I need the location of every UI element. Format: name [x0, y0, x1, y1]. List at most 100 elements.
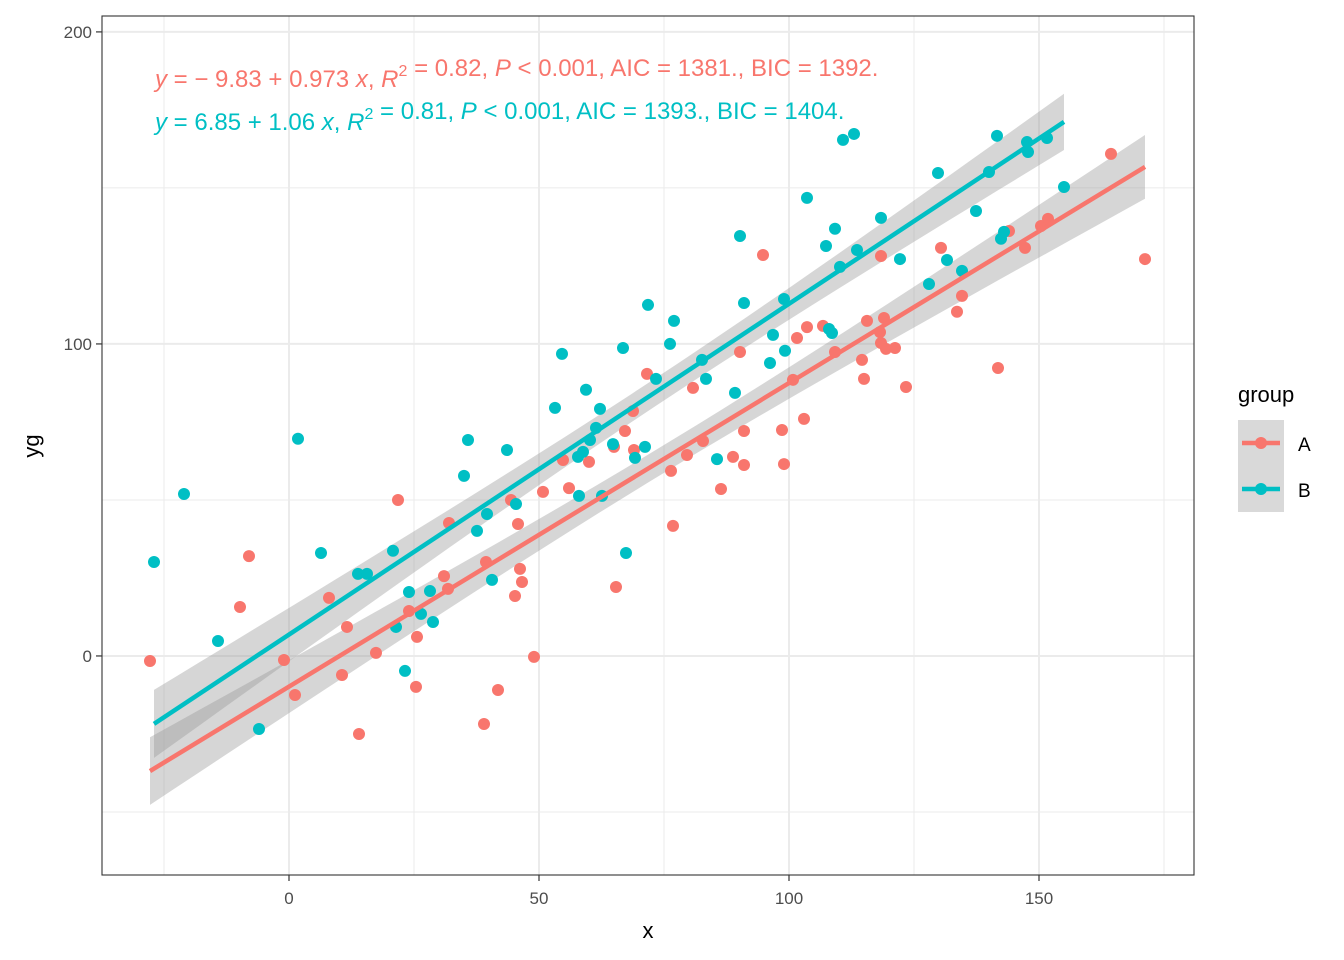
data-point-b: [820, 239, 832, 252]
data-point-b: [352, 567, 364, 580]
y-tick-label: 200: [64, 23, 92, 42]
x-axis-title: x: [643, 918, 654, 943]
data-point-a: [336, 668, 348, 681]
data-point-a: [1105, 147, 1117, 160]
data-point-a: [1139, 253, 1151, 266]
data-point-b: [767, 328, 779, 341]
data-point-b: [629, 451, 641, 464]
data-point-a: [478, 717, 490, 730]
data-point-a: [563, 482, 575, 495]
data-point-b: [361, 567, 373, 580]
data-point-a: [935, 241, 947, 254]
data-point-b: [458, 469, 470, 482]
data-point-b: [991, 129, 1003, 142]
data-point-b: [580, 383, 592, 396]
data-point-a: [667, 519, 679, 532]
data-point-b: [607, 438, 619, 451]
data-point-a: [234, 600, 246, 613]
data-point-a: [798, 412, 810, 425]
data-point-b: [668, 314, 680, 327]
data-point-b: [594, 402, 606, 415]
data-point-a: [516, 576, 528, 589]
data-point-b: [427, 615, 439, 628]
data-point-b: [577, 445, 589, 458]
data-point-b: [894, 253, 906, 266]
regression-lines: [148, 120, 1147, 773]
legend: group A B: [1238, 382, 1311, 512]
data-point-b: [642, 298, 654, 311]
data-point-b: [462, 434, 474, 447]
data-point-a: [528, 650, 540, 663]
data-point-a: [509, 590, 521, 603]
data-point-a: [610, 581, 622, 594]
data-point-b: [617, 341, 629, 354]
x-tick-label: 100: [775, 889, 803, 908]
data-point-b: [778, 293, 790, 306]
data-point-a: [243, 550, 255, 563]
data-point-b: [481, 507, 493, 520]
data-point-a: [956, 289, 968, 302]
data-point-a: [619, 424, 631, 437]
data-point-a: [370, 646, 382, 659]
data-point-a: [992, 361, 1004, 374]
data-point-b: [178, 488, 190, 501]
data-point-b: [510, 498, 522, 511]
legend-key-point-b: [1255, 483, 1267, 495]
data-point-a: [951, 305, 963, 318]
data-point-a: [411, 630, 423, 643]
data-point-b: [212, 634, 224, 647]
data-point-b: [851, 244, 863, 257]
data-point-a: [861, 314, 873, 327]
y-tick-label: 0: [83, 647, 92, 666]
data-point-b: [729, 386, 741, 399]
data-point-a: [289, 688, 301, 701]
data-point-a: [791, 332, 803, 345]
data-point-a: [727, 450, 739, 463]
data-point-a: [438, 570, 450, 583]
data-point-a: [738, 459, 750, 472]
data-point-b: [711, 453, 723, 466]
y-tick-label: 100: [64, 335, 92, 354]
data-point-b: [501, 444, 513, 457]
axes: 0 50 100 150 0 100 200: [64, 23, 1054, 908]
data-point-a: [715, 483, 727, 496]
data-point-b: [941, 254, 953, 267]
data-point-b: [424, 585, 436, 598]
data-point-a: [665, 464, 677, 477]
data-point-a: [687, 381, 699, 394]
data-point-a: [757, 249, 769, 262]
data-point-b: [923, 278, 935, 291]
data-point-a: [537, 485, 549, 498]
data-point-b: [399, 664, 411, 677]
data-point-a: [734, 346, 746, 359]
data-point-b: [664, 337, 676, 350]
data-point-a: [801, 321, 813, 334]
data-point-a: [681, 449, 693, 462]
data-point-b: [848, 127, 860, 140]
equation-label-b: y = 6.85 + 1.06 x, R2 = 0.81, P < 0.001,…: [153, 98, 844, 136]
data-point-a: [900, 380, 912, 393]
data-point-b: [486, 573, 498, 586]
data-point-b: [556, 347, 568, 360]
data-point-a: [341, 620, 353, 633]
data-point-b: [829, 222, 841, 235]
data-point-a: [144, 654, 156, 667]
data-point-b: [801, 191, 813, 204]
legend-key-point-a: [1255, 437, 1267, 449]
data-point-b: [875, 211, 887, 224]
data-point-a: [1019, 241, 1031, 254]
data-point-b: [734, 229, 746, 242]
data-point-b: [779, 344, 791, 357]
data-point-b: [998, 225, 1010, 238]
y-axis-title: yg: [19, 434, 44, 457]
data-point-a: [392, 493, 404, 506]
legend-label-b: B: [1298, 481, 1311, 502]
data-point-a: [512, 517, 524, 530]
data-point-b: [148, 556, 160, 569]
data-point-a: [353, 727, 365, 740]
data-point-b: [573, 489, 585, 502]
data-point-a: [323, 591, 335, 604]
data-point-b: [1058, 180, 1070, 193]
data-point-a: [856, 353, 868, 366]
data-point-b: [471, 524, 483, 537]
